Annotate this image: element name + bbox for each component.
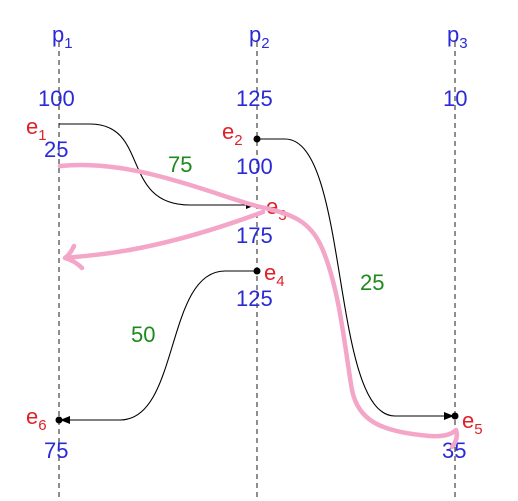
event-value-e1: 25	[44, 137, 68, 162]
event-label-e5: e5	[462, 408, 483, 438]
message-weight-e4-e6: 50	[131, 322, 155, 347]
process-label-p2: p2	[249, 22, 270, 52]
initial-value-p3: 10	[443, 86, 467, 111]
event-label-e1: e1	[26, 114, 47, 144]
event-value-e3: 175	[236, 223, 273, 248]
process-label-p1: p1	[52, 22, 73, 52]
event-value-e6: 75	[44, 438, 68, 463]
event-dot-e6	[55, 416, 63, 424]
annotation-stroke-e1-to-e5	[57, 162, 460, 450]
message-weight-e1-e3: 75	[168, 152, 192, 177]
process-label-p3: p3	[447, 22, 468, 52]
event-label-e2: e2	[222, 119, 243, 149]
event-value-e4: 125	[236, 286, 273, 311]
initial-value-p2: 125	[236, 86, 273, 111]
message-arrow-e4-e6	[60, 270, 257, 424]
event-label-e6: e6	[26, 404, 47, 434]
event-dot-e4	[253, 267, 261, 275]
event-dot-e2	[253, 135, 261, 143]
initial-value-p1: 100	[38, 86, 75, 111]
message-weight-e2-e5: 25	[360, 270, 384, 295]
event-value-e2: 100	[236, 154, 273, 179]
event-dot-e5	[451, 412, 459, 420]
message-arrow-e2-e5	[257, 138, 454, 420]
event-label-e4: e4	[264, 260, 285, 290]
message-arrow-e1-e3	[59, 123, 256, 209]
annotation-stroke-e3-to-p1	[62, 209, 266, 271]
